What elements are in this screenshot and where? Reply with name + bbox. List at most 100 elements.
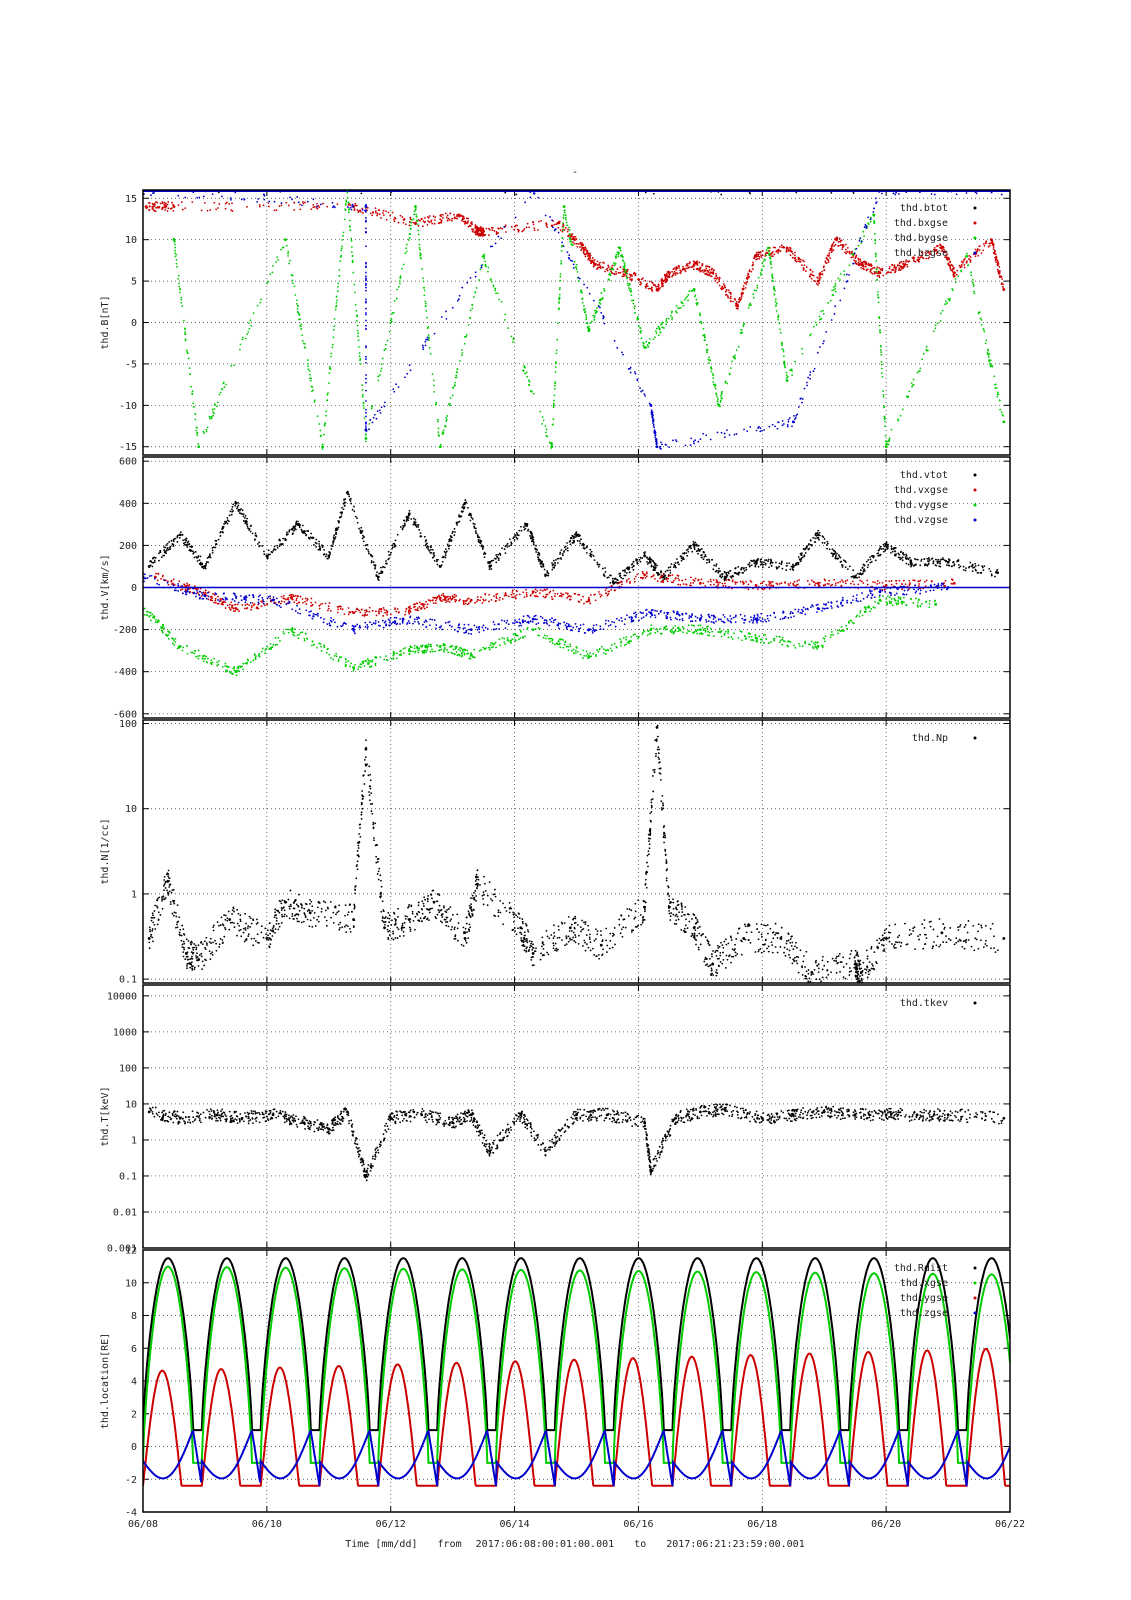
scatter-dot-thd.bzgse	[393, 390, 396, 393]
scatter-dot-thd.vtot	[771, 561, 774, 564]
scatter-dot-thd.bxgse	[896, 264, 899, 267]
scatter-dot-thd.vtot	[359, 529, 362, 532]
scatter-dot-thd.bzgse	[192, 191, 195, 194]
scatter-dot-thd.vtot	[775, 567, 778, 570]
scatter-dot-thd.bygse	[619, 254, 622, 257]
scatter-dot-thd.bxgse	[474, 225, 477, 227]
scatter-dot-thd.bygse	[583, 309, 585, 311]
scatter-dot-thd.bygse	[337, 282, 340, 285]
scatter-dot-thd.bygse	[596, 307, 598, 309]
scatter-dot-thd.bxgse	[856, 263, 859, 265]
scatter-dot-thd.bxgse	[516, 224, 518, 227]
scatter-dot-thd.bygse	[710, 370, 713, 373]
scatter-dot-thd.bzgse	[365, 289, 367, 292]
scatter-dot-thd.bxgse	[658, 288, 661, 291]
scatter-dot-thd.bygse	[184, 333, 187, 336]
scatter-dot-thd.vtot	[927, 563, 930, 566]
scatter-dot-thd.bygse	[600, 292, 603, 294]
scatter-dot-thd.vtot	[391, 544, 394, 547]
scatter-dot-thd.bygse	[358, 352, 361, 354]
scatter-dot-thd.vtot	[473, 525, 476, 528]
scatter-dot-thd.bygse	[789, 369, 791, 372]
scatter-dot-thd.vtot	[901, 556, 904, 559]
scatter-dot-thd.vtot	[989, 570, 992, 573]
scatter-dot-thd.vtot	[652, 560, 654, 562]
scatter-dot-thd.bxgse	[151, 207, 154, 210]
scatter-dot-thd.bygse	[451, 386, 454, 389]
scatter-dot-thd.vtot	[474, 530, 477, 533]
scatter-dot-thd.vtot	[341, 511, 343, 514]
scatter-dot-thd.bxgse	[559, 229, 562, 232]
scatter-dot-thd.bygse	[355, 309, 358, 312]
scatter-dot-thd.bxgse	[818, 282, 821, 285]
scatter-dot-thd.vtot	[365, 547, 368, 550]
scatter-dot-thd.bygse	[623, 271, 626, 273]
scatter-dot-thd.bxgse	[428, 215, 431, 217]
scatter-dot-thd.vtot	[693, 546, 696, 549]
scatter-dot-thd.vtot	[988, 567, 991, 570]
scatter-dot-thd.vtot	[735, 572, 737, 575]
scatter-dot-thd.bxgse	[920, 251, 923, 254]
scatter-dot-thd.vtot	[514, 535, 517, 537]
scatter-dot-thd.vxgse	[209, 596, 212, 598]
scatter-dot-thd.bygse	[568, 237, 571, 239]
scatter-dot-thd.bxgse	[876, 275, 879, 277]
scatter-dot-thd.bygse	[778, 328, 781, 331]
scatter-dot-thd.bygse	[576, 271, 579, 273]
scatter-dot-thd.bzgse	[480, 264, 483, 267]
scatter-dot-thd.bxgse	[721, 285, 724, 288]
scatter-dot-thd.vtot	[288, 529, 291, 532]
scatter-dot-thd.vtot	[673, 565, 676, 568]
scatter-dot-thd.bxgse	[777, 248, 780, 251]
scatter-dot-thd.vtot	[445, 548, 447, 551]
scatter-dot-thd.bxgse	[743, 282, 746, 284]
scatter-dot-thd.bxgse	[355, 204, 358, 207]
scatter-dot-thd.bxgse	[716, 281, 719, 284]
scatter-dot-thd.bxgse	[799, 258, 802, 261]
scatter-dot-thd.vtot	[656, 564, 658, 567]
scatter-dot-thd.bzgse	[733, 433, 736, 436]
scatter-dot-thd.bxgse	[857, 264, 860, 267]
scatter-dot-thd.vxgse	[161, 575, 164, 578]
scatter-dot-thd.bygse	[881, 375, 884, 378]
scatter-dot-thd.bxgse	[992, 246, 995, 249]
scatter-dot-thd.vtot	[463, 507, 466, 510]
scatter-dot-thd.bxgse	[878, 276, 881, 279]
scatter-dot-thd.bygse	[178, 285, 181, 288]
scatter-dot-thd.bxgse	[701, 269, 704, 272]
scatter-dot-thd.bzgse	[788, 417, 791, 419]
scatter-dot-thd.vtot	[228, 520, 230, 523]
scatter-dot-thd.bxgse	[359, 209, 361, 212]
legend-marker	[973, 251, 977, 255]
scatter-dot-thd.bygse	[456, 371, 459, 374]
scatter-dot-thd.vxgse	[181, 588, 184, 591]
scatter-dot-thd.bzgse	[654, 436, 657, 439]
scatter-dot-thd.vtot	[498, 552, 501, 555]
scatter-dot-thd.bygse	[912, 383, 915, 386]
scatter-dot-thd.bxgse	[933, 246, 936, 249]
scatter-dot-thd.bxgse	[921, 254, 924, 257]
scatter-dot-thd.bygse	[774, 289, 776, 292]
scatter-dot-thd.bygse	[461, 354, 463, 357]
scatter-dot-thd.bxgse	[148, 205, 151, 208]
scatter-dot-thd.bygse	[922, 352, 925, 355]
scatter-dot-thd.vtot	[537, 558, 540, 561]
scatter-dot-thd.vtot	[676, 558, 678, 560]
scatter-dot-thd.vtot	[559, 551, 562, 554]
scatter-dot-thd.bxgse	[855, 256, 858, 258]
scatter-dot-thd.bygse	[814, 321, 817, 324]
scatter-dot-thd.bygse	[473, 296, 475, 298]
scatter-dot-thd.bygse	[381, 357, 384, 360]
scatter-dot-thd.bxgse	[444, 212, 447, 215]
scatter-dot-thd.bygse	[433, 384, 435, 387]
scatter-dot-thd.bygse	[645, 340, 648, 343]
scatter-dot-thd.vtot	[464, 499, 467, 501]
scatter-dot-thd.bygse	[370, 407, 373, 410]
scatter-dot-thd.vtot	[169, 548, 172, 551]
scatter-dot-thd.vtot	[198, 559, 201, 562]
scatter-dot-thd.bzgse	[349, 206, 352, 209]
scatter-dot-thd.vtot	[803, 554, 806, 557]
scatter-dot-thd.bxgse	[738, 301, 740, 304]
scatter-dot-thd.vtot	[576, 539, 579, 542]
scatter-dot-thd.vtot	[563, 550, 566, 552]
